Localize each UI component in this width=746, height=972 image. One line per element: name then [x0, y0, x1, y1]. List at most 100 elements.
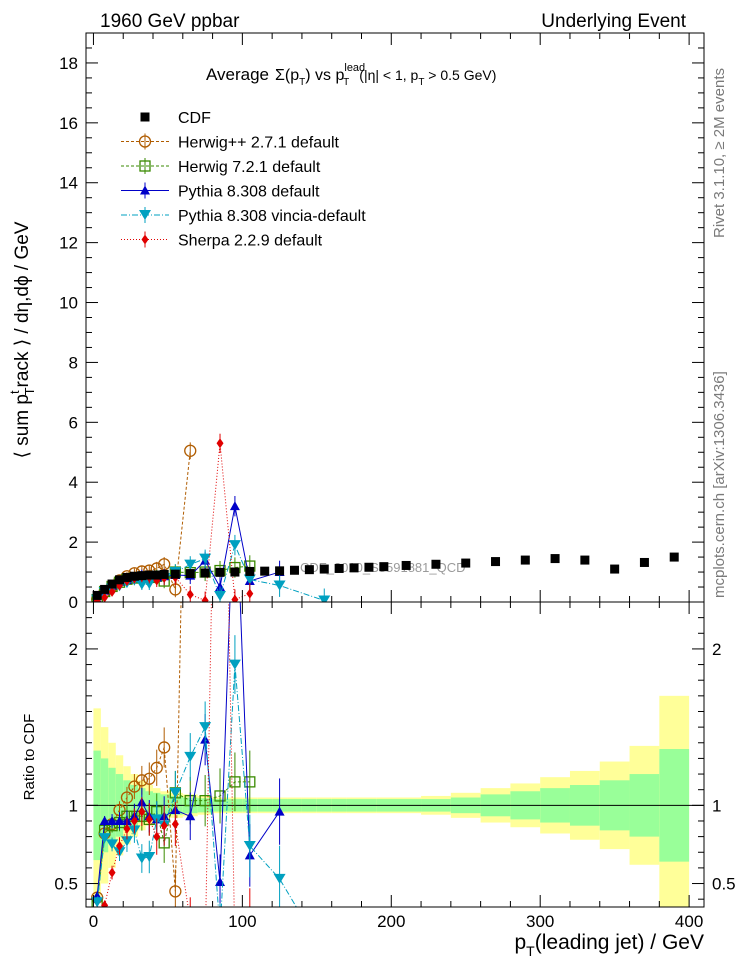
series-4-ratio-point [153, 831, 161, 842]
main-y-axis-label: ⟨ sum ptTrack ⟩ / dη,dϕ / GeV [7, 221, 37, 458]
series-2-ratio-point [114, 815, 125, 825]
cdf-point [122, 572, 132, 582]
series-0-ratio-point [169, 885, 182, 898]
cdf-point [639, 557, 649, 567]
series-3-main-point [135, 579, 148, 590]
series-3-ratio-point [169, 787, 182, 798]
title-cuts-b: > 0.5 GeV) [424, 67, 496, 83]
xlabel-sub: T [526, 943, 535, 959]
cdf-point [129, 571, 139, 581]
legend: CDF Herwig++ 2.7.1 default Herwig 7.2.1 de… [121, 110, 366, 250]
series-3-main-point [199, 553, 212, 564]
cdf-point [144, 570, 154, 580]
ratio-y-tick-label-right: 0.5 [712, 875, 736, 894]
cdf-point [334, 563, 344, 573]
series-3-main-point [273, 580, 286, 591]
cdf-point [152, 570, 162, 580]
legend-label: Herwig 7.2.1 default [178, 159, 321, 176]
title-lead-sup: lead [344, 62, 365, 74]
series-3-ratio-point [199, 722, 212, 733]
series-4-ratio-point [116, 841, 124, 851]
series-2-ratio-point [107, 815, 118, 825]
cdf-point [304, 565, 314, 575]
series-3-main-point [184, 559, 197, 570]
xlabel-part-a: p [514, 931, 526, 954]
series-4-ratio-point [160, 820, 168, 831]
series-3-main-point [214, 591, 227, 602]
ratio-y-tick-label-right: 1 [712, 796, 721, 815]
title-cuts-a: (|η| < 1, p [359, 67, 418, 83]
series-4-ratio-point [145, 814, 153, 825]
series-4-main-point [201, 595, 209, 602]
x-axis-label: pT(leading jet) / GeV [514, 931, 704, 959]
series-3-main-point [228, 540, 241, 551]
series-3-ratio-point [91, 897, 104, 907]
series-3-main-point [318, 595, 331, 602]
series-3-ratio-point [243, 841, 256, 851]
cdf-point [550, 554, 560, 564]
y-tick-label: 4 [69, 473, 78, 492]
cdf-point [245, 566, 255, 576]
series-4-ratio-point [217, 120, 224, 130]
ratio-plot-frame [85, 601, 705, 908]
series-2-main-point [229, 501, 240, 511]
cdf-point [107, 579, 117, 589]
title-vs: ) vs p [305, 67, 344, 84]
series-4-ratio [101, 120, 251, 926]
series-layer [91, 120, 331, 935]
series-3-main-point [243, 574, 256, 585]
series-4-main-point [186, 589, 194, 600]
series-3-ratio-point [106, 839, 119, 850]
x-tick-label: 0 [89, 912, 98, 931]
y-tick-label: 6 [69, 413, 78, 432]
series-2-ratio-point [185, 811, 196, 821]
mcplots-label: mcplots.cern.ch [arXiv:1306.3436] [711, 371, 728, 598]
series-2-ratio-point [99, 815, 110, 825]
title-cuts-sub: T [418, 77, 424, 88]
y-tick-label: 0 [69, 593, 78, 612]
series-4-main-point [101, 592, 109, 602]
series-0-ratio-point [150, 761, 163, 774]
title-main: Average [206, 65, 269, 84]
series-4-main-point [246, 588, 254, 599]
title-sigma: Σ(p [275, 67, 299, 84]
legend-marker [139, 210, 151, 220]
legend-marker [140, 185, 150, 195]
x-tick-label: 300 [526, 912, 554, 931]
series-0-ratio-point [158, 741, 171, 754]
cdf-point [431, 559, 441, 569]
series-0-ratio-point [128, 780, 141, 793]
legend-label: Sherpa 2.2.9 default [178, 233, 323, 250]
y-tick-label: 14 [59, 174, 78, 193]
y-tick-label: 8 [69, 353, 78, 372]
series-4-ratio-point [108, 867, 116, 878]
ratio-y-tick-label: 2 [69, 640, 78, 659]
cdf-point [185, 569, 195, 579]
rivet-label: Rivet 3.1.10, ≥ 2M events [711, 68, 728, 238]
cdf-point [260, 566, 270, 576]
series-0-ratio-point [120, 791, 134, 804]
x-tick-label: 400 [675, 912, 703, 931]
series-4-ratio-point [187, 916, 194, 926]
legend-marker [138, 135, 152, 148]
series-4-ratio-point [138, 806, 146, 817]
series-3-ratio-point [184, 751, 197, 762]
legend-marker [139, 160, 151, 172]
cdf-point [115, 575, 125, 585]
series-3-ratio-point [214, 925, 226, 935]
legend-marker [141, 234, 149, 245]
cdf-point [461, 558, 471, 568]
cdf-point [92, 590, 102, 600]
ratio-y-axis-label: Ratio to CDF [21, 714, 38, 801]
xlabel-part-b: (leading jet) / GeV [535, 931, 704, 954]
series-4-main-point [108, 586, 116, 597]
legend-label: Herwig++ 2.7.1 default [178, 135, 340, 152]
cdf-point [520, 555, 530, 565]
series-0-main-line [96, 450, 191, 600]
y-tick-label: 12 [59, 234, 78, 253]
series-4-main-point [216, 438, 224, 449]
x-tick-label: 100 [228, 912, 256, 931]
cdf-point [610, 564, 620, 574]
cdf-point [379, 562, 389, 572]
